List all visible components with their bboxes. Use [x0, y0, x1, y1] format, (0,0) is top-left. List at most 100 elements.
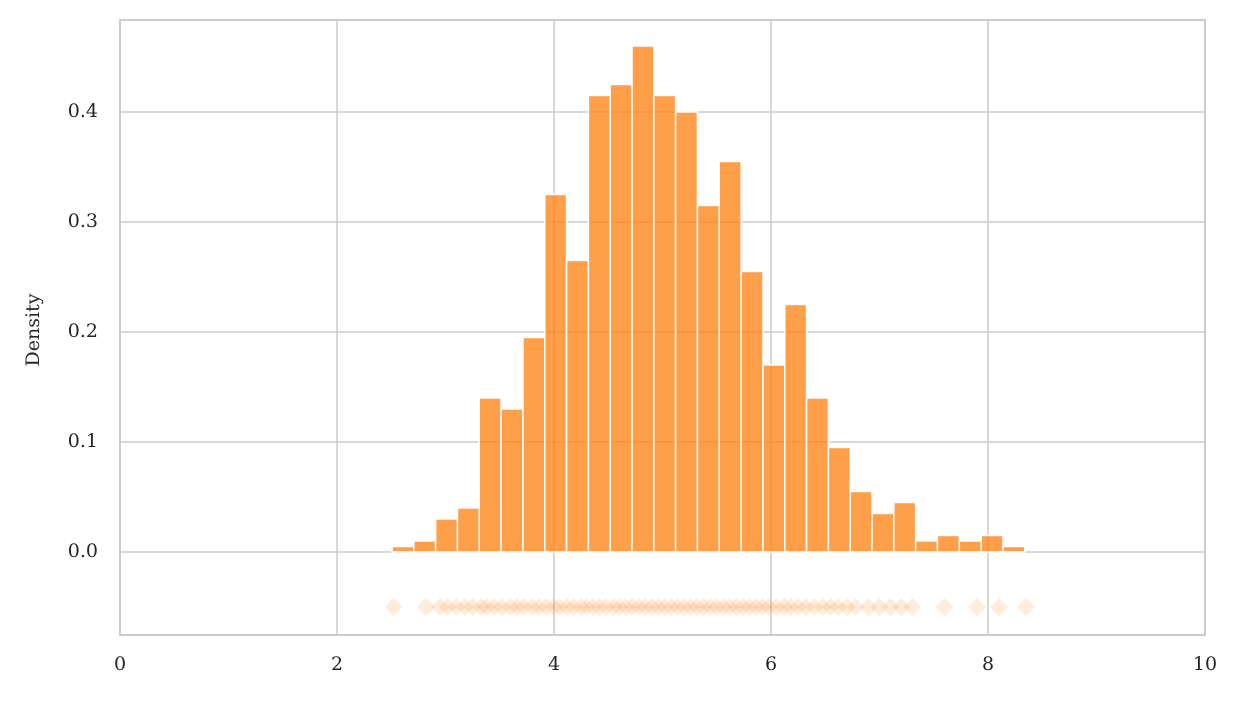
rug-point	[668, 597, 687, 616]
rug-point	[707, 597, 726, 616]
rug-point	[714, 597, 733, 616]
rug-point	[564, 597, 583, 616]
rug-point	[472, 597, 491, 616]
y-tick-label: 0.3	[68, 210, 98, 232]
rug-point	[572, 597, 591, 616]
bar	[740, 270, 764, 553]
rug-point	[870, 597, 889, 616]
x-tick-label: 2	[331, 653, 343, 675]
bar	[936, 534, 961, 553]
bar	[784, 303, 808, 553]
rug-point	[733, 597, 752, 616]
rug-point	[529, 597, 548, 616]
rug-point	[935, 597, 954, 616]
bar	[631, 45, 655, 553]
bar	[980, 534, 1004, 553]
bar	[456, 507, 480, 553]
rug-point	[456, 597, 475, 616]
rug-point	[796, 597, 815, 616]
rug-point	[523, 597, 542, 616]
rug-point	[514, 597, 533, 616]
bar	[871, 512, 895, 553]
rug-point	[675, 597, 694, 616]
rug-point	[550, 597, 569, 616]
rug-point	[837, 597, 856, 616]
rug-point	[753, 597, 772, 616]
bar	[914, 540, 939, 553]
rug-point	[846, 597, 865, 616]
x-tick-label: 0	[114, 653, 126, 675]
y-axis-label: Density	[22, 293, 44, 366]
rug-point	[416, 597, 435, 616]
rug-point	[740, 597, 759, 616]
rug-point	[829, 597, 848, 616]
bar	[391, 545, 415, 553]
rug-point	[447, 597, 466, 616]
y-tick-label: 0.4	[68, 100, 98, 122]
rug-point	[814, 597, 833, 616]
rug-point	[767, 597, 786, 616]
bar	[544, 193, 568, 553]
rug-point	[881, 597, 900, 616]
bar	[434, 518, 459, 553]
rug-point	[623, 597, 642, 616]
bar	[522, 336, 546, 553]
rug-point	[438, 597, 457, 616]
rug-point	[636, 597, 655, 616]
bar	[478, 397, 502, 553]
rug-point	[903, 597, 922, 616]
rug-point	[701, 597, 720, 616]
bar	[1002, 545, 1026, 553]
x-tick-label: 8	[982, 653, 994, 675]
bar	[849, 490, 873, 553]
rug-point	[501, 597, 520, 616]
rug-point	[537, 597, 556, 616]
rug-point	[681, 597, 700, 616]
y-tick-label: 0.1	[68, 430, 98, 452]
bar	[587, 94, 611, 553]
bar	[827, 446, 851, 553]
x-tick-label: 6	[765, 653, 777, 675]
rug-point	[384, 597, 403, 616]
rug-point	[655, 597, 674, 616]
bar	[653, 94, 677, 553]
rug-point	[781, 597, 800, 616]
rug-point	[892, 597, 911, 616]
bar	[609, 83, 633, 553]
rug-point	[590, 597, 609, 616]
rug-point	[604, 597, 623, 616]
plot-frame	[119, 19, 1206, 636]
y-tick-label: 0.2	[68, 320, 98, 342]
rug-point	[746, 597, 765, 616]
rug-point	[694, 597, 713, 616]
rug-point	[859, 597, 878, 616]
bar	[762, 364, 786, 553]
rug-point	[968, 597, 987, 616]
x-tick-label: 4	[548, 653, 560, 675]
rug-point	[629, 597, 648, 616]
bar	[718, 160, 742, 553]
x-tick-label: 10	[1193, 653, 1217, 675]
bar	[958, 540, 982, 553]
rug-point	[597, 597, 616, 616]
rug-point	[775, 597, 794, 616]
bar	[674, 111, 699, 553]
bar	[805, 397, 830, 553]
bar	[565, 259, 590, 553]
rug-point	[642, 597, 661, 616]
rug-point	[492, 597, 511, 616]
rug-point	[1016, 597, 1035, 616]
rug-point	[508, 597, 527, 616]
bar	[696, 204, 720, 553]
y-tick-label: 0.0	[68, 540, 98, 562]
rug-point	[463, 597, 482, 616]
rug-point	[545, 597, 563, 616]
rug-point	[485, 597, 504, 616]
rug-point	[649, 597, 668, 616]
rug-point	[477, 597, 496, 616]
rug-point	[577, 597, 596, 616]
rug-point	[584, 597, 603, 616]
bar	[893, 501, 917, 553]
